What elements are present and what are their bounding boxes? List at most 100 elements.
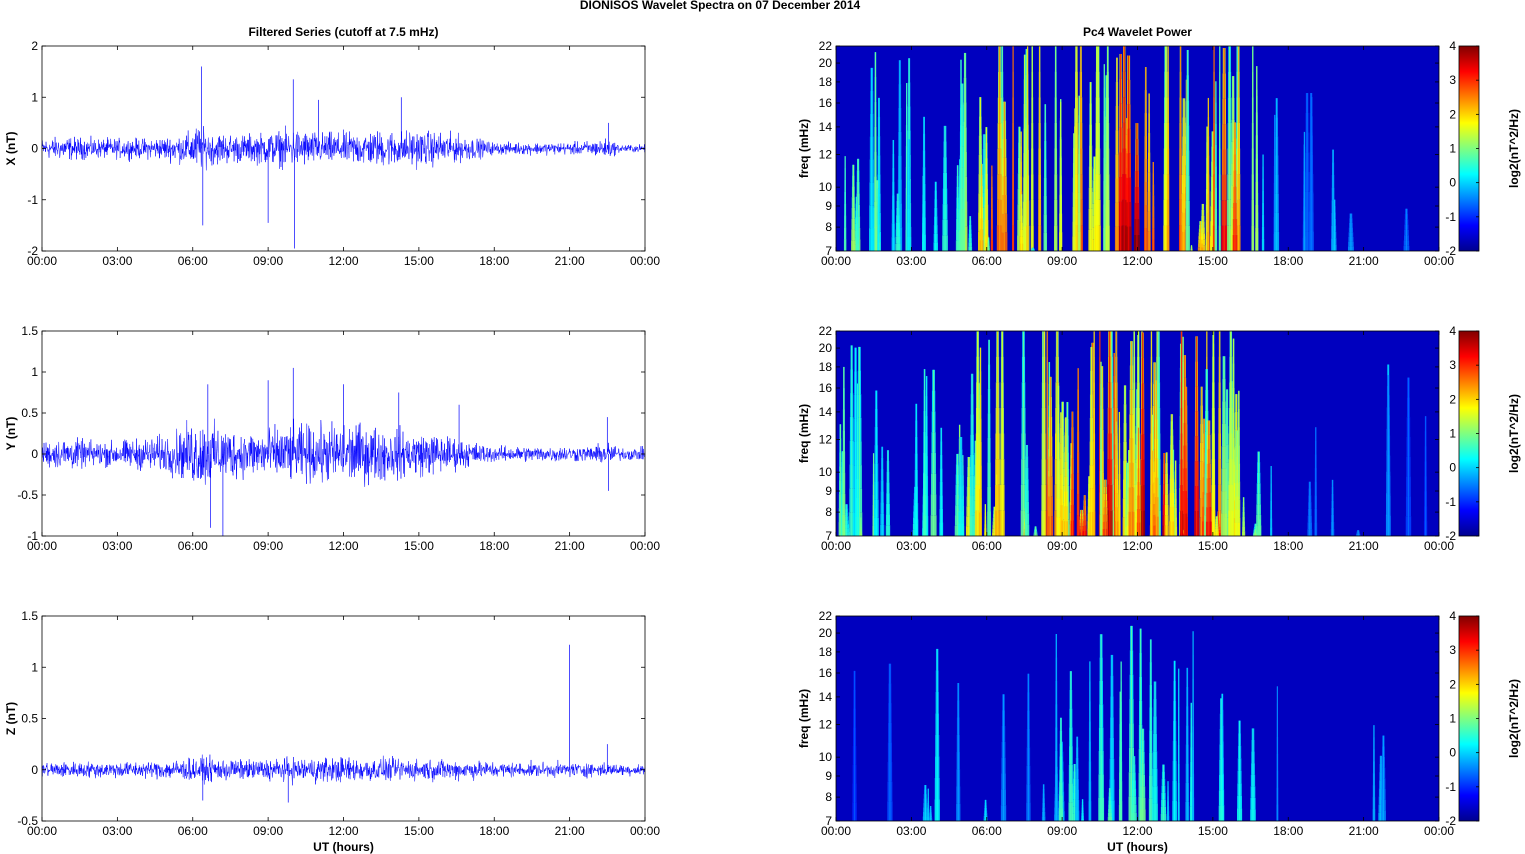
power-streak-core (984, 799, 987, 821)
power-streak-core (1090, 347, 1092, 536)
x-tick-label: 09:00 (1047, 539, 1077, 553)
power-streak-core (1115, 421, 1118, 536)
power-streak-core (1060, 101, 1062, 252)
x-tick-label: 00:00 (630, 539, 660, 553)
power-streak-core (1060, 717, 1062, 821)
colorbar-tick-label: 3 (1449, 73, 1456, 87)
power-streak-core (944, 125, 946, 251)
power-streak-core (878, 97, 880, 251)
power-streak-core (1380, 755, 1382, 821)
power-streak-core (1022, 331, 1025, 536)
power-streak-core (984, 504, 986, 536)
power-streak-core (1165, 46, 1167, 251)
power-streak-core (1043, 331, 1046, 536)
y-tick-label: 10 (819, 180, 833, 194)
y-tick-label: 20 (819, 626, 833, 640)
y-tick-label: 1.5 (21, 609, 38, 623)
power-streak-core (851, 345, 853, 536)
x-axis-label: UT (hours) (313, 840, 374, 854)
power-streak-core (1071, 411, 1074, 536)
power-streak-core (927, 788, 929, 821)
x-tick-label: 15:00 (404, 539, 434, 553)
colorbar-tick-label: 4 (1449, 609, 1456, 623)
x-tick-label: 21:00 (1349, 824, 1379, 838)
line-panel: -1 -0.5 0 0.5 1 1.5 Y (nT) 00:00 03:00 06:00 09:00… (4, 324, 660, 553)
power-streak-core (1066, 402, 1068, 536)
power-streak-core (1096, 46, 1098, 251)
power-streak-core (1230, 331, 1232, 536)
x-tick-label: 09:00 (1047, 824, 1077, 838)
y-tick-label: 18 (819, 75, 833, 89)
power-streak-core (1136, 123, 1138, 251)
power-streak-core (1080, 509, 1083, 536)
power-streak-core (968, 456, 970, 536)
y-tick-label: 18 (819, 645, 833, 659)
power-streak-core (1109, 331, 1111, 536)
x-tick-label: 03:00 (102, 824, 132, 838)
power-streak-core (881, 446, 883, 536)
y-tick-label: 0.5 (21, 712, 38, 726)
power-streak-core (1055, 634, 1057, 821)
power-streak-core (1182, 336, 1184, 536)
power-streak-core (1057, 385, 1059, 536)
power-streak-core (1196, 336, 1198, 536)
x-tick-label: 03:00 (896, 539, 926, 553)
y-tick-label: 9 (825, 484, 832, 498)
power-streak-core (854, 347, 857, 536)
colorbar-label: log2(nT^2/Hz) (1507, 679, 1521, 758)
power-streak-core (1089, 661, 1091, 821)
power-streak-core (853, 670, 856, 821)
power-streak-core (1081, 799, 1084, 821)
colorbar: -2 -1 0 1 2 3 4 log2(nT^2/Hz) (1445, 609, 1521, 828)
colorbar-tick-label: -1 (1445, 780, 1456, 794)
x-tick-label: 06:00 (972, 824, 1002, 838)
colorbar-label: log2(nT^2/Hz) (1507, 109, 1521, 188)
power-streak-core (1270, 466, 1272, 536)
power-streak-core (1162, 764, 1165, 821)
power-streak-core (1075, 46, 1077, 251)
power-streak-core (1084, 495, 1086, 536)
x-tick-label: 00:00 (1424, 824, 1454, 838)
y-axis-label: Y (nT) (4, 417, 18, 451)
power-streak-core (961, 83, 963, 252)
power-streak-core (1046, 331, 1048, 536)
power-streak-core (1387, 375, 1390, 536)
power-streak-core (1049, 376, 1052, 536)
power-streak-core (1020, 131, 1022, 251)
power-streak-core (1217, 511, 1220, 536)
power-streak-core (923, 116, 925, 251)
power-streak-core (1027, 673, 1029, 821)
power-streak-core (876, 180, 878, 251)
power-streak-core (1103, 64, 1105, 251)
power-streak-core (1128, 55, 1130, 251)
power-streak-core (1333, 199, 1336, 251)
power-streak-core (1212, 331, 1214, 536)
power-streak-core (988, 237, 990, 251)
power-streak-core (1113, 353, 1115, 536)
power-streak-core (1078, 95, 1080, 251)
power-streak-core (1236, 430, 1238, 536)
power-streak-core (1207, 97, 1209, 252)
power-streak-core (1216, 516, 1218, 536)
power-streak-core (871, 67, 873, 251)
colorbar-tick-label: 3 (1449, 358, 1456, 372)
x-tick-label: 06:00 (178, 254, 208, 268)
power-streak-core (1203, 418, 1205, 536)
power-streak-core (924, 785, 926, 821)
power-streak-core (1145, 67, 1147, 251)
y-tick-label: -0.5 (17, 488, 38, 502)
power-streak-core (1031, 46, 1033, 251)
power-streak-core (1124, 385, 1126, 536)
power-streak-core (1076, 736, 1078, 821)
power-streak-core (1303, 131, 1306, 251)
power-streak-core (908, 139, 910, 251)
x-tick-label: 15:00 (1198, 539, 1228, 553)
series-line (41, 125, 646, 171)
power-streak-core (1199, 221, 1202, 251)
colorbar-tick-label: 2 (1449, 107, 1456, 121)
x-tick-label: 21:00 (555, 254, 585, 268)
power-streak-core (1002, 694, 1005, 821)
power-streak-core (844, 156, 846, 251)
power-streak-core (936, 648, 938, 821)
